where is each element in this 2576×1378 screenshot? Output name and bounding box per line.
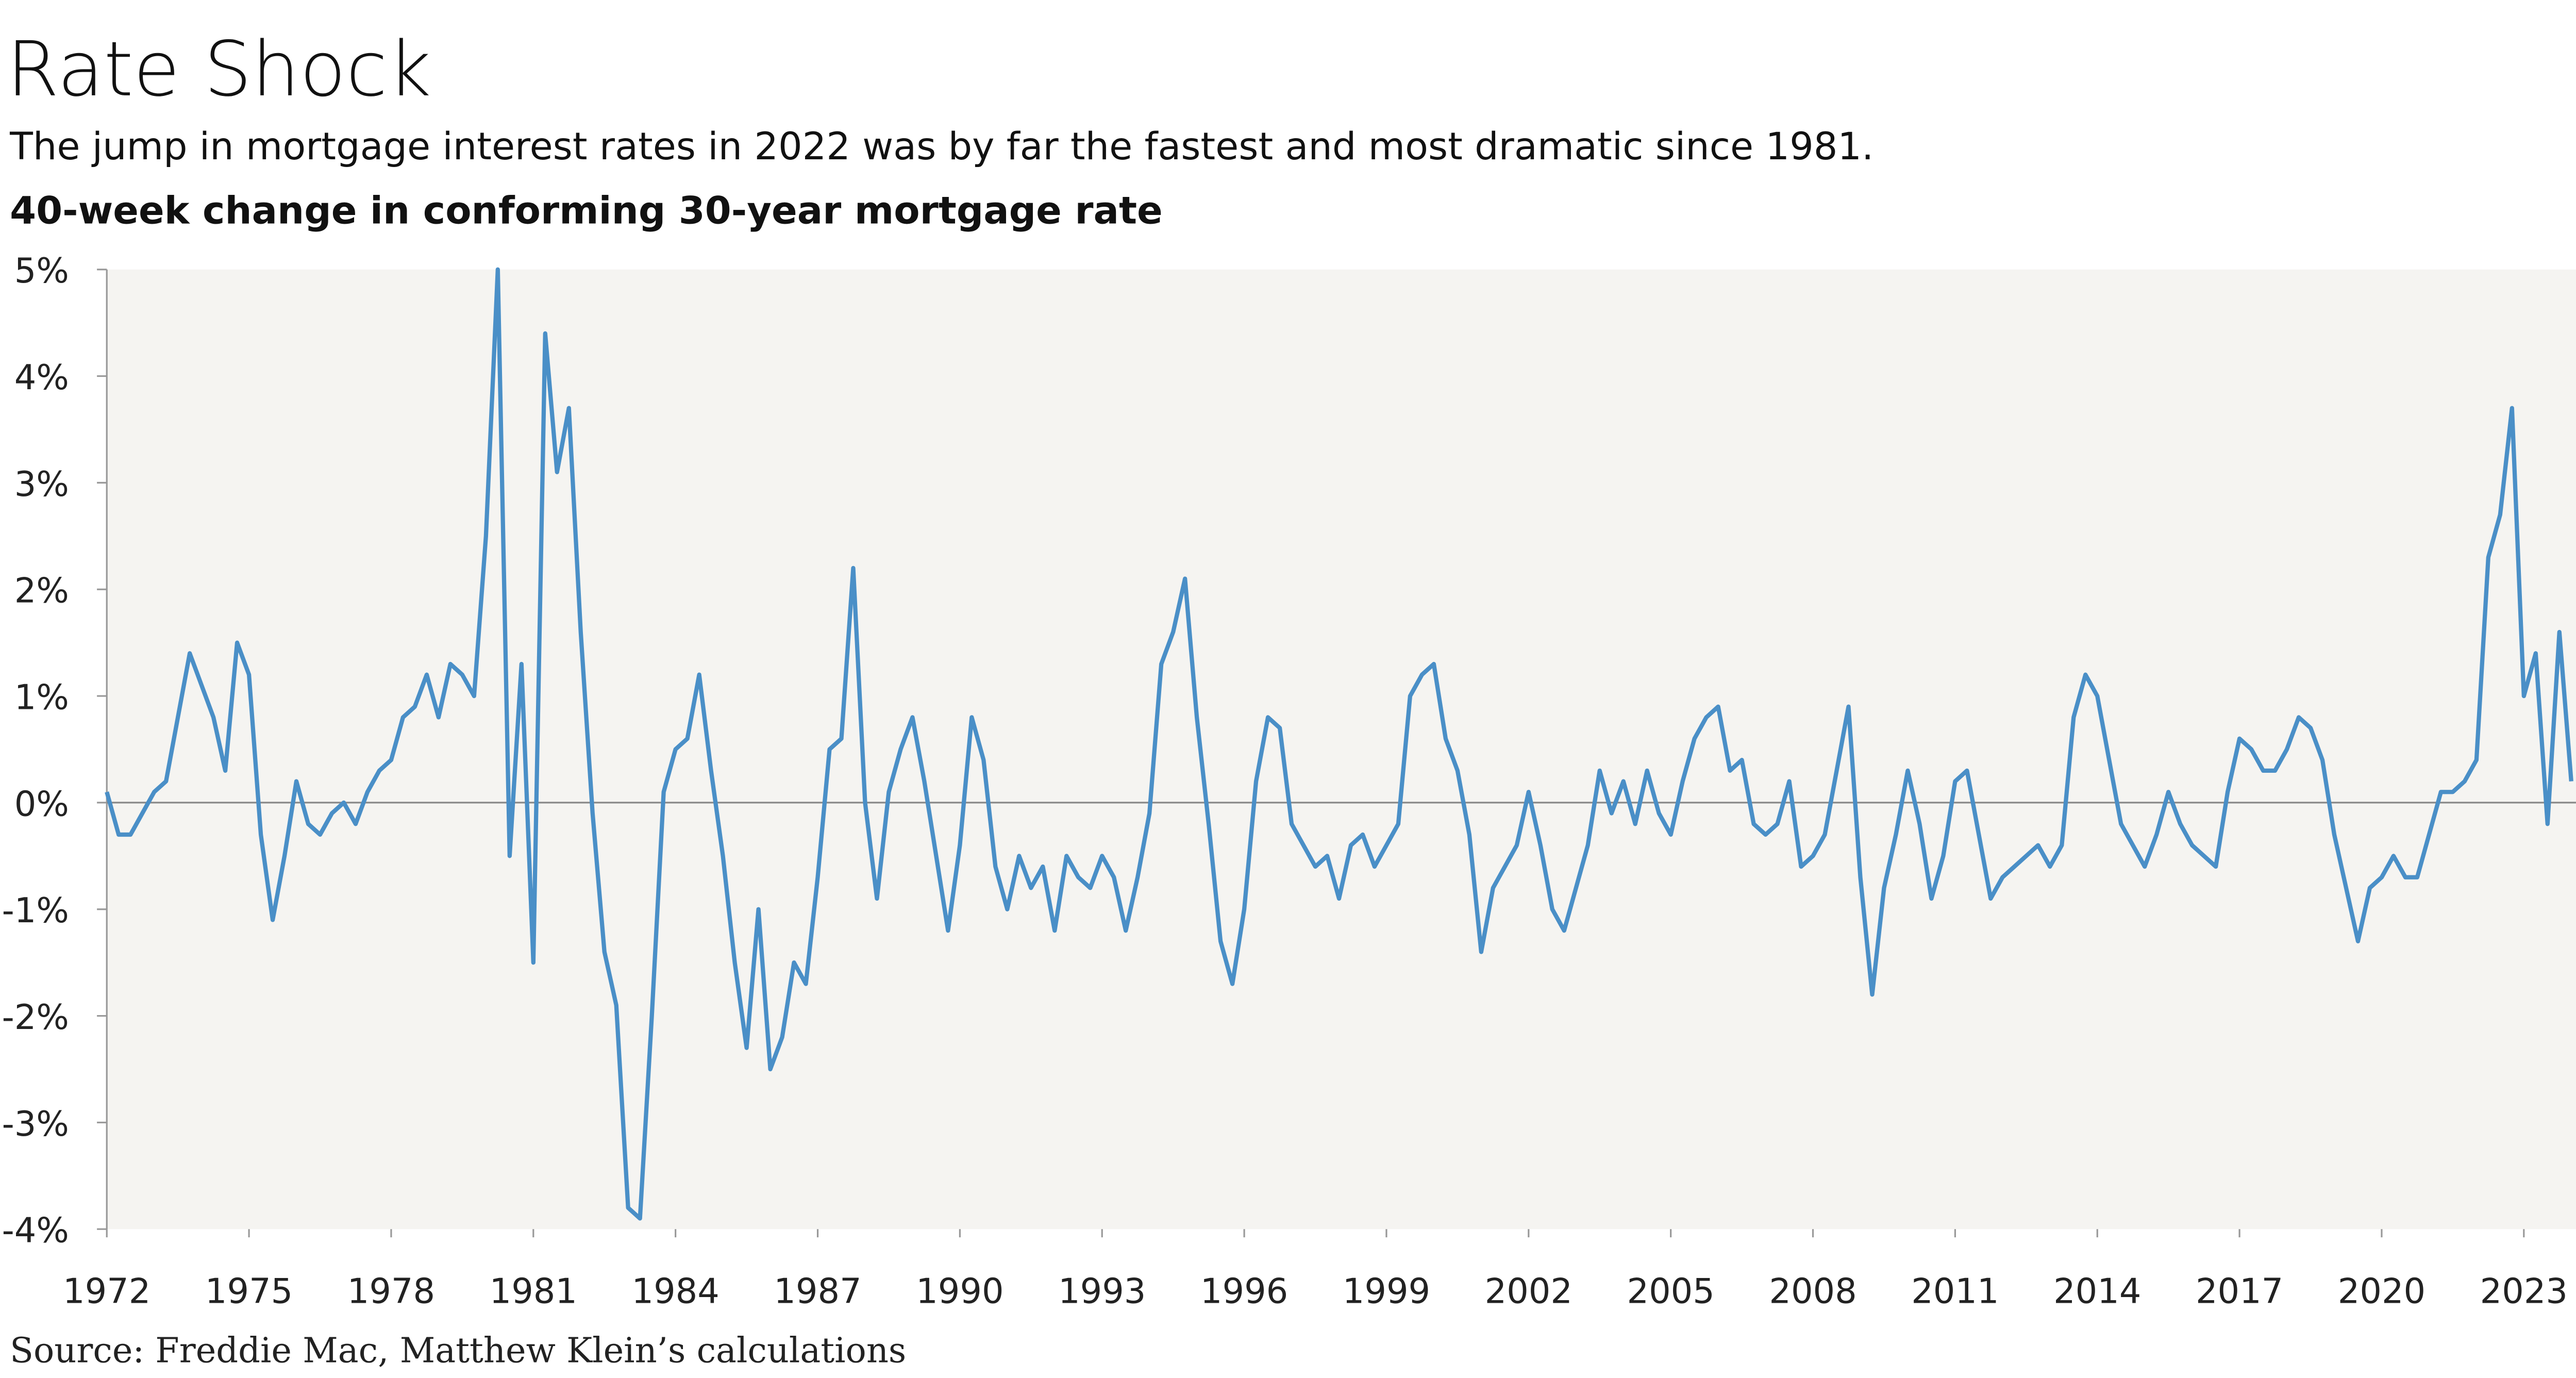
y-tick-label: -2%: [2, 997, 69, 1037]
y-tick-label: -4%: [2, 1210, 69, 1251]
y-tick-label: 3%: [14, 464, 69, 504]
x-tick-label: 2023: [2480, 1271, 2568, 1311]
chart-subtitle: The jump in mortgage interest rates in 2…: [9, 125, 1874, 169]
x-tick-label: 2014: [2053, 1271, 2141, 1311]
x-tick-label: 1987: [774, 1271, 861, 1311]
x-tick-label: 2002: [1485, 1271, 1573, 1311]
y-tick-label: 5%: [14, 251, 69, 291]
x-tick-label: 1975: [205, 1271, 293, 1311]
y-tick-label: -3%: [2, 1104, 69, 1144]
plot-background: [107, 269, 2576, 1230]
x-tick-label: 2020: [2338, 1271, 2426, 1311]
source-note: Source: Freddie Mac, Matthew Klein’s cal…: [10, 1330, 906, 1370]
y-tick-label: -1%: [2, 890, 69, 931]
x-tick-label: 1981: [490, 1271, 577, 1311]
data-line: [105, 267, 2573, 1221]
y-tick-label: 0%: [14, 784, 69, 824]
y-tick-label: 1%: [14, 677, 69, 718]
x-tick-label: 2005: [1627, 1271, 1715, 1311]
x-tick-label: 1984: [631, 1271, 719, 1311]
y-tick-label: 2%: [14, 571, 69, 611]
x-tick-label: 2017: [2196, 1271, 2283, 1311]
x-tick-label: 2008: [1769, 1271, 1856, 1311]
x-tick-label: 1996: [1200, 1271, 1288, 1311]
x-tick-label: 1999: [1343, 1271, 1430, 1311]
y-tick-label: 4%: [14, 357, 69, 397]
x-tick-label: 1972: [63, 1271, 150, 1311]
chart-title: Rate Shock: [7, 25, 431, 113]
y-axis-title: 40-week change in conforming 30-year mor…: [10, 189, 1163, 233]
x-tick-label: 1978: [347, 1271, 435, 1311]
x-tick-label: 1993: [1058, 1271, 1146, 1311]
x-tick-label: 1990: [916, 1271, 1003, 1311]
x-tick-label: 2011: [1911, 1271, 1999, 1311]
